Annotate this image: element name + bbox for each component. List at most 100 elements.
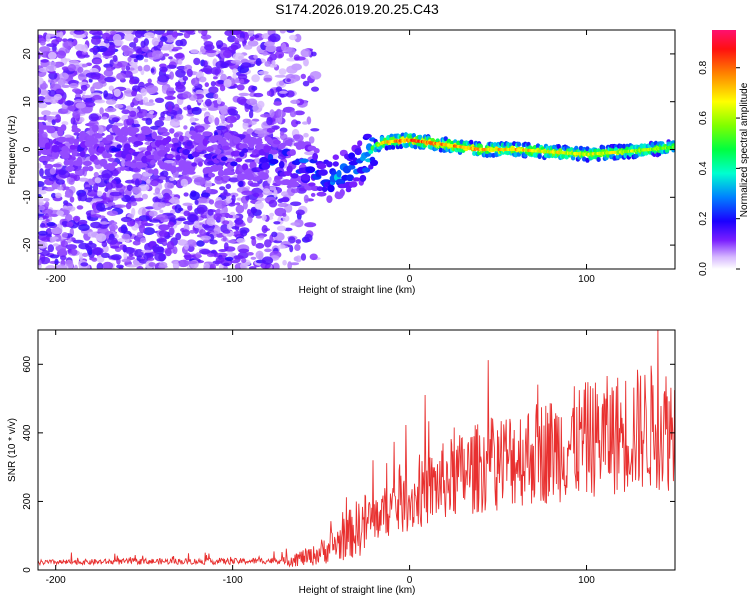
spectrogram-cell <box>101 116 108 120</box>
spectrogram-cell <box>299 158 309 163</box>
spectrogram-cell <box>349 181 358 188</box>
spectrogram-cell <box>242 201 248 210</box>
spectrogram-cell <box>51 150 60 159</box>
spectrogram-cell <box>279 90 288 94</box>
spectrogram-cell <box>505 150 510 156</box>
spectrogram-cell <box>44 187 55 192</box>
spectrogram-cell <box>74 168 85 177</box>
spectrogram-cell <box>192 132 199 137</box>
spectrogram-cell <box>77 66 84 73</box>
spectrogram-cell <box>387 144 393 150</box>
spectrogram-cell <box>222 236 227 242</box>
spectrogram-cell <box>65 259 74 267</box>
spectrogram-cell <box>174 53 185 59</box>
spectrogram-cell <box>122 244 127 253</box>
spectrogram-cell <box>368 149 374 154</box>
spectrogram-cell <box>443 136 448 142</box>
spectrogram-cell <box>239 31 245 40</box>
spectrogram-cell <box>117 135 128 143</box>
spectrogram-cell <box>236 96 247 105</box>
spectrogram-cell <box>278 161 285 169</box>
spectrogram-cell <box>121 30 134 35</box>
spectrogram-cell <box>150 68 155 73</box>
spectrogram-cell <box>189 165 196 172</box>
spectrogram-cell <box>140 88 147 97</box>
spectrogram-cell <box>78 177 89 182</box>
spectrogram-cell <box>46 43 58 48</box>
spectrogram-cell <box>210 81 216 87</box>
spectrogram-cell <box>164 248 172 257</box>
spectrogram-cell <box>175 113 184 121</box>
spectrogram-cell <box>288 236 296 244</box>
spectrogram-cell <box>272 262 280 269</box>
spectrogram-cell <box>318 169 328 176</box>
spectrogram-cell <box>55 192 62 199</box>
spectrogram-cell <box>131 90 137 97</box>
spectrogram-cell <box>121 258 131 263</box>
spectrogram-cell <box>303 194 309 204</box>
spectrogram-cell <box>182 91 192 99</box>
spectrogram-cell <box>326 161 333 168</box>
x-tick-label: -200 <box>46 274 66 285</box>
spectrogram-cell <box>116 264 124 269</box>
spectrogram-cell <box>53 93 62 101</box>
colorbar-tick-label: 0.2 <box>698 211 709 225</box>
spectrogram-cell <box>132 240 141 246</box>
spectrogram-cell <box>214 117 220 126</box>
spectrogram-cell <box>246 252 254 256</box>
spectrogram-cell <box>346 174 354 182</box>
spectrogram-cell <box>105 99 117 105</box>
colorbar-tick-label: 0.8 <box>698 60 709 74</box>
spectrogram-cell <box>601 145 606 151</box>
spectrogram-cell <box>241 258 247 264</box>
spectrogram-cell <box>238 248 250 253</box>
spectrogram-cell <box>302 80 310 87</box>
spectrogram-cell <box>57 186 64 191</box>
spectrogram-cell <box>143 136 154 142</box>
spectrogram-cell <box>339 189 345 197</box>
spectrogram-cell <box>300 173 311 181</box>
spectrogram-cell <box>207 209 217 213</box>
spectrogram-cell <box>164 95 176 100</box>
spectrogram-cell <box>133 58 138 63</box>
spectrogram-cell <box>242 121 249 130</box>
spectrogram-cell <box>39 168 44 177</box>
spectrogram-cell <box>257 100 265 109</box>
spectrogram-cell <box>228 177 240 183</box>
spectrogram-cell <box>130 102 135 108</box>
spectrogram-cell <box>45 201 50 208</box>
spectrogram-cell <box>241 190 254 196</box>
spectrogram-cell <box>216 44 222 49</box>
spectrogram-cell <box>197 206 205 215</box>
spectrogram-cell <box>147 78 152 84</box>
spectrogram-cell <box>264 248 272 253</box>
spectrogram-cell <box>92 183 99 193</box>
spectrogram-cell <box>191 106 202 115</box>
spectrogram-cell <box>260 113 271 118</box>
spectrogram-cell <box>157 194 163 199</box>
spectrogram-cell <box>264 61 271 67</box>
spectrogram-cell <box>232 72 237 80</box>
spectrogram-cell <box>268 149 279 155</box>
spectrogram-cell <box>300 253 307 261</box>
spectrogram-cell <box>255 242 265 249</box>
spectrogram-cell <box>352 157 358 162</box>
spectrogram-cell <box>247 216 253 224</box>
spectrogram-cell <box>313 148 320 154</box>
spectrogram-cell <box>215 164 224 171</box>
spectrogram-cell <box>73 174 81 182</box>
spectrogram-cell <box>369 159 379 166</box>
spectrogram-cell <box>348 164 356 170</box>
spectrogram-cell <box>96 202 106 212</box>
spectrogram-cell <box>139 224 146 234</box>
spectrogram-cell <box>253 92 264 98</box>
spectrogram-cell <box>254 34 260 39</box>
spectrogram-cell <box>61 145 69 153</box>
spectrogram-cell <box>132 173 143 181</box>
spectrogram-cell <box>363 133 372 139</box>
spectrogram-cell <box>51 192 57 199</box>
spectrogram-cell <box>251 85 258 91</box>
spectrogram-cell <box>239 78 245 84</box>
spectrogram-cell <box>159 128 168 133</box>
spectrogram-cell <box>154 187 161 194</box>
